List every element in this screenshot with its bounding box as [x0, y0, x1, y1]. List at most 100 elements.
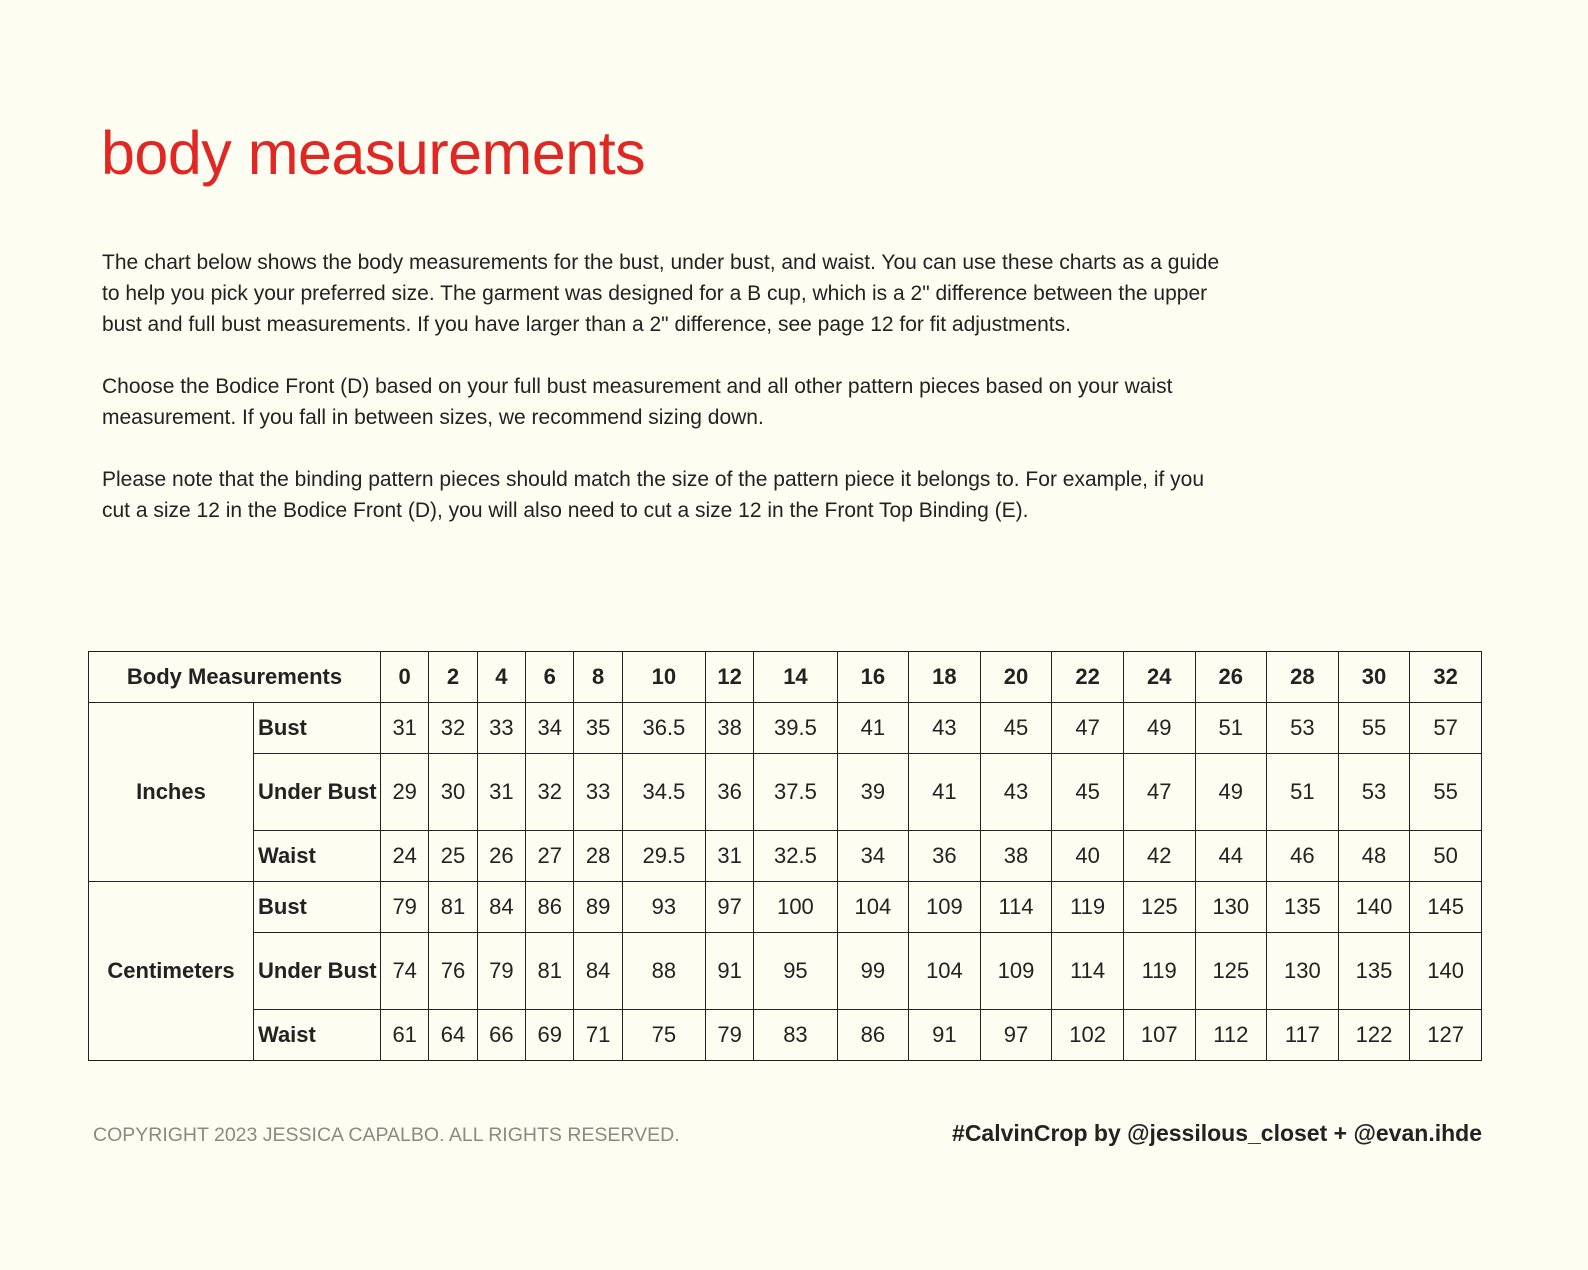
intro-text: The chart below shows the body measureme… — [102, 247, 1222, 557]
measurement-value: 25 — [428, 830, 478, 882]
measurement-label: Under Bust — [253, 932, 381, 1010]
measurement-value: 28 — [573, 830, 623, 882]
table-row: Under Bust 74 76 79 81 84 88 91 95 99 104 109 114 119… — [89, 932, 1482, 1010]
measurement-value: 93 — [621, 881, 706, 933]
measurement-value: 37.5 — [753, 753, 838, 831]
measurement-label: Bust — [253, 881, 381, 933]
size-header: 18 — [908, 651, 981, 703]
measurement-value: 51 — [1194, 702, 1268, 754]
measurement-value: 43 — [908, 702, 981, 754]
measurement-value: 97 — [704, 881, 755, 933]
measurement-value: 145 — [1409, 881, 1482, 933]
measurement-value: 112 — [1194, 1009, 1268, 1061]
measurement-value: 42 — [1122, 830, 1196, 882]
measurement-value: 114 — [979, 881, 1053, 933]
measurement-value: 36.5 — [621, 702, 706, 754]
measurement-label: Waist — [253, 830, 381, 882]
measurement-label: Bust — [253, 702, 381, 754]
measurement-value: 29.5 — [621, 830, 706, 882]
measurement-value: 27 — [525, 830, 575, 882]
size-header: 4 — [476, 651, 527, 703]
measurement-value: 125 — [1122, 881, 1196, 933]
table-row: Waist 24 25 26 27 28 29.5 31 32.5 34 36 38 40 42 44 46 4… — [89, 830, 1482, 882]
measurement-value: 119 — [1122, 932, 1196, 1010]
measurement-value: 31 — [476, 753, 527, 831]
measurement-value: 46 — [1266, 830, 1339, 882]
measurement-value: 32.5 — [753, 830, 838, 882]
measurement-value: 39.5 — [753, 702, 838, 754]
measurement-value: 34.5 — [621, 753, 706, 831]
measurement-value: 47 — [1051, 702, 1124, 754]
measurement-value: 32 — [428, 702, 478, 754]
measurement-value: 81 — [525, 932, 575, 1010]
size-header: 6 — [525, 651, 575, 703]
measurement-value: 29 — [379, 753, 430, 831]
size-header: 26 — [1194, 651, 1268, 703]
size-header: 14 — [753, 651, 838, 703]
measurement-value: 45 — [1051, 753, 1124, 831]
measurement-value: 71 — [573, 1009, 623, 1061]
measurement-value: 61 — [379, 1009, 430, 1061]
table-row: Under Bust 29 30 31 32 33 34.5 36 37.5 39 41 43 45 47… — [89, 753, 1482, 831]
measurement-value: 75 — [621, 1009, 706, 1061]
size-header: 10 — [621, 651, 706, 703]
measurement-value: 127 — [1409, 1009, 1482, 1061]
measurement-value: 49 — [1122, 702, 1196, 754]
measurement-value: 130 — [1266, 932, 1339, 1010]
table-header-label: Body Measurements — [88, 651, 381, 703]
size-header: 24 — [1122, 651, 1196, 703]
measurement-value: 109 — [908, 881, 981, 933]
table-row: Inches Bust 31 32 33 34 35 36.5 38 39.5 41 43 45 47 49… — [88, 702, 1482, 882]
measurement-value: 34 — [836, 830, 910, 882]
size-header: 8 — [573, 651, 623, 703]
measurement-value: 119 — [1051, 881, 1124, 933]
measurement-value: 91 — [704, 932, 755, 1010]
measurement-value: 26 — [476, 830, 527, 882]
page-title: body measurements — [101, 119, 646, 187]
measurement-value: 41 — [836, 702, 910, 754]
measurement-value: 122 — [1337, 1009, 1411, 1061]
measurement-value: 34 — [525, 702, 575, 754]
table-row: Waist 61 64 66 69 71 75 79 83 86 91 97 102 107 112 117 1… — [89, 1009, 1482, 1061]
measurement-value: 104 — [908, 932, 981, 1010]
measurement-value: 43 — [979, 753, 1053, 831]
measurement-value: 24 — [379, 830, 430, 882]
measurement-value: 99 — [836, 932, 910, 1010]
measurement-value: 109 — [979, 932, 1053, 1010]
size-header: 20 — [979, 651, 1053, 703]
measurement-value: 41 — [908, 753, 981, 831]
measurement-value: 50 — [1409, 830, 1482, 882]
measurement-value: 30 — [428, 753, 478, 831]
measurement-value: 66 — [476, 1009, 527, 1061]
copyright-text: COPYRIGHT 2023 JESSICA CAPALBO. ALL RIGH… — [93, 1124, 680, 1146]
measurement-value: 95 — [753, 932, 838, 1010]
measurement-value: 38 — [979, 830, 1053, 882]
measurement-value: 97 — [979, 1009, 1053, 1061]
measurement-value: 79 — [704, 1009, 755, 1061]
measurement-value: 102 — [1051, 1009, 1124, 1061]
measurement-value: 117 — [1266, 1009, 1339, 1061]
size-header: 32 — [1409, 651, 1482, 703]
paragraph: Choose the Bodice Front (D) based on you… — [102, 375, 1173, 429]
measurement-value: 38 — [704, 702, 755, 754]
measurement-value: 36 — [704, 753, 755, 831]
measurement-value: 79 — [476, 932, 527, 1010]
measurement-value: 107 — [1122, 1009, 1196, 1061]
measurement-value: 53 — [1337, 753, 1411, 831]
measurement-value: 45 — [979, 702, 1053, 754]
measurement-value: 140 — [1337, 881, 1411, 933]
measurement-value: 86 — [525, 881, 575, 933]
unit-label: Inches — [88, 702, 254, 882]
measurement-value: 135 — [1266, 881, 1339, 933]
table-header-row: Body Measurements 0 2 4 6 8 10 12 14 16 18 20 22 24 2… — [88, 651, 1482, 703]
size-header: 2 — [428, 651, 478, 703]
measurement-label: Waist — [253, 1009, 381, 1061]
paragraph: The chart below shows the body measureme… — [102, 251, 1220, 336]
measurement-value: 51 — [1266, 753, 1339, 831]
measurement-value: 35 — [573, 702, 623, 754]
measurement-value: 31 — [379, 702, 430, 754]
size-header: 16 — [836, 651, 910, 703]
measurement-value: 39 — [836, 753, 910, 831]
measurement-value: 130 — [1194, 881, 1268, 933]
measurement-value: 31 — [704, 830, 755, 882]
